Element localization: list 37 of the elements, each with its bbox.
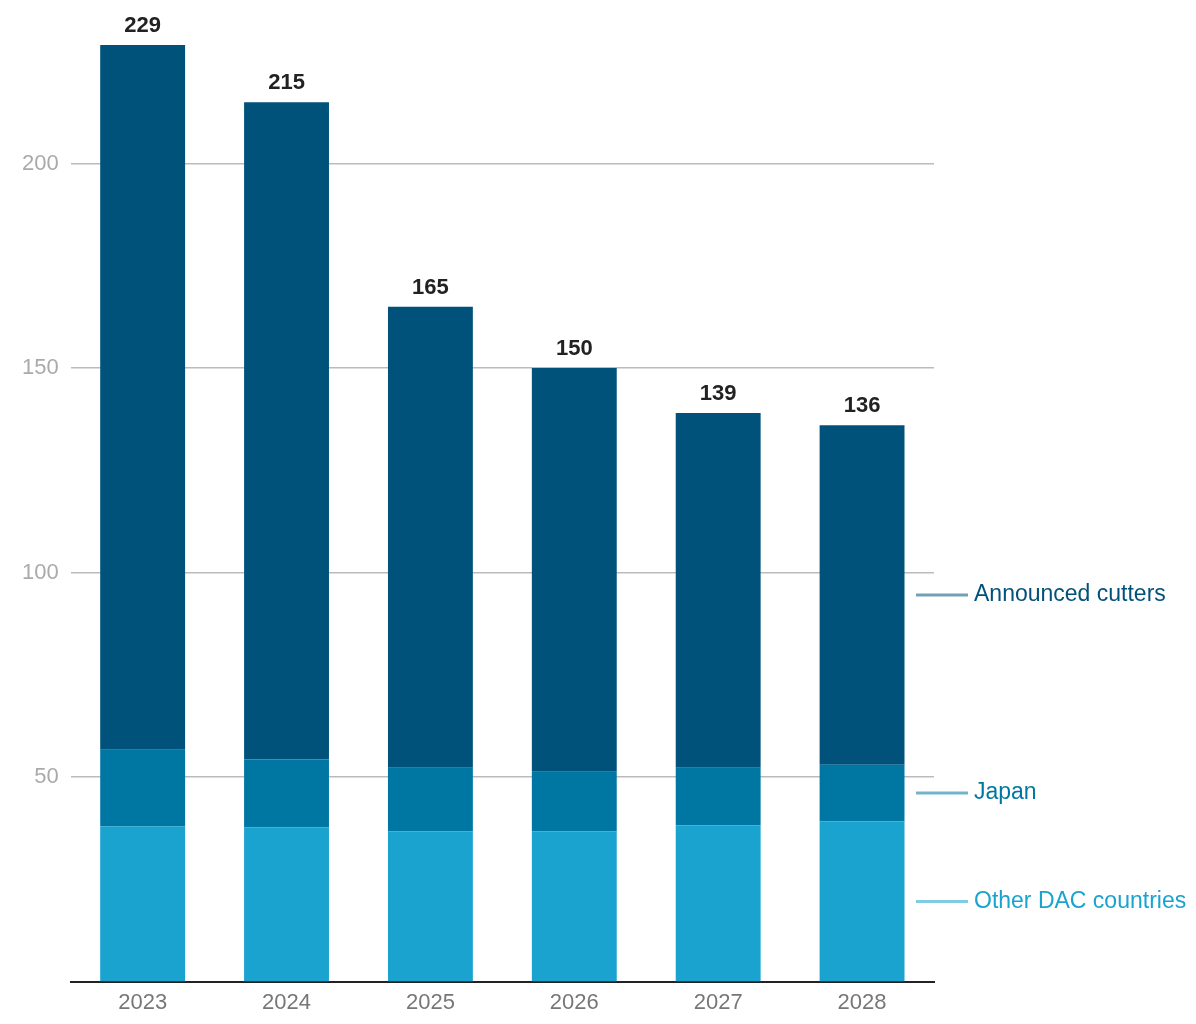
y-tick-label: 150 <box>21 354 59 380</box>
bar <box>387 767 473 832</box>
bar <box>244 827 329 982</box>
bar <box>819 764 905 822</box>
bar <box>244 759 329 828</box>
bar <box>531 771 617 832</box>
total-label: 136 <box>843 392 881 418</box>
x-tick-label: 2027 <box>693 988 743 1014</box>
bar <box>531 831 617 982</box>
bar <box>100 826 186 982</box>
bar <box>531 368 617 772</box>
total-label: 139 <box>699 380 737 406</box>
y-tick-label: 100 <box>21 558 59 584</box>
x-tick-label: 2026 <box>549 988 599 1014</box>
x-tick-label: 2023 <box>118 988 168 1014</box>
legend-label: Japan <box>974 778 1037 805</box>
total-label: 150 <box>555 335 593 361</box>
y-tick-label: 200 <box>21 149 59 175</box>
total-label: 215 <box>268 69 305 95</box>
x-tick-label: 2024 <box>262 988 312 1014</box>
x-tick-label: 2025 <box>405 988 455 1014</box>
total-label: 229 <box>124 12 162 38</box>
total-label: 165 <box>412 273 449 299</box>
bar <box>675 767 761 826</box>
bar <box>675 413 761 768</box>
bar <box>819 821 905 982</box>
bar <box>387 306 473 768</box>
bar <box>387 831 473 982</box>
bar <box>675 825 761 982</box>
legend-label: Announced cutters <box>974 580 1166 607</box>
bar <box>100 749 186 827</box>
bar <box>244 102 329 760</box>
y-tick-label: 50 <box>34 763 59 789</box>
bar <box>819 425 905 765</box>
legend-label: Other DAC countries <box>974 886 1187 913</box>
x-tick-label: 2028 <box>837 988 887 1014</box>
bar <box>100 45 186 750</box>
